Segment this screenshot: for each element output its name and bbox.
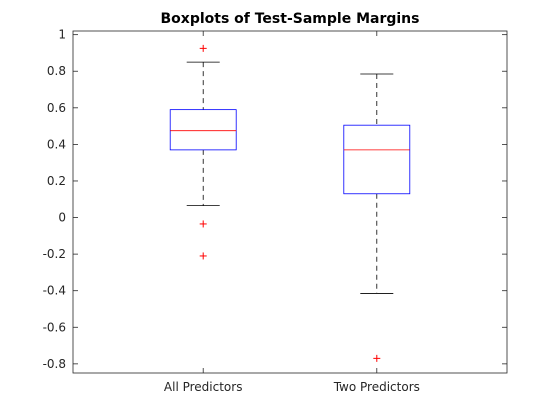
y-tick-label: 0	[58, 211, 66, 225]
y-tick-label: 1	[58, 28, 66, 42]
y-tick-label: -0.4	[43, 284, 66, 298]
box-iqr	[169, 109, 237, 151]
x-tick-label: Two Predictors	[333, 380, 420, 394]
y-tick-label: -0.2	[43, 247, 66, 261]
y-tick-label: 0.8	[47, 64, 66, 78]
box-iqr	[343, 124, 411, 195]
y-tick-label: -0.6	[43, 320, 66, 334]
y-tick-label: -0.8	[43, 357, 66, 371]
chart-title: Boxplots of Test-Sample Margins	[161, 11, 420, 27]
y-tick-label: 0.2	[47, 174, 66, 188]
outlier-marker	[199, 44, 207, 52]
plot-area-frame	[72, 30, 508, 374]
boxplot-1	[169, 44, 237, 260]
outlier-marker	[373, 354, 381, 362]
y-tick-label: 0.4	[47, 137, 66, 151]
boxes-layer	[169, 44, 411, 362]
ticks-layer: -0.8 -0.6 -0.4 -0.2 0 0.2 0.4 0.6 0.8 1 All Predic…	[43, 28, 507, 394]
outlier-marker	[199, 252, 207, 260]
outlier-marker	[199, 220, 207, 228]
x-tick-label: All Predictors	[164, 380, 243, 394]
boxplot-2	[343, 73, 411, 362]
y-tick-label: 0.6	[47, 101, 66, 115]
